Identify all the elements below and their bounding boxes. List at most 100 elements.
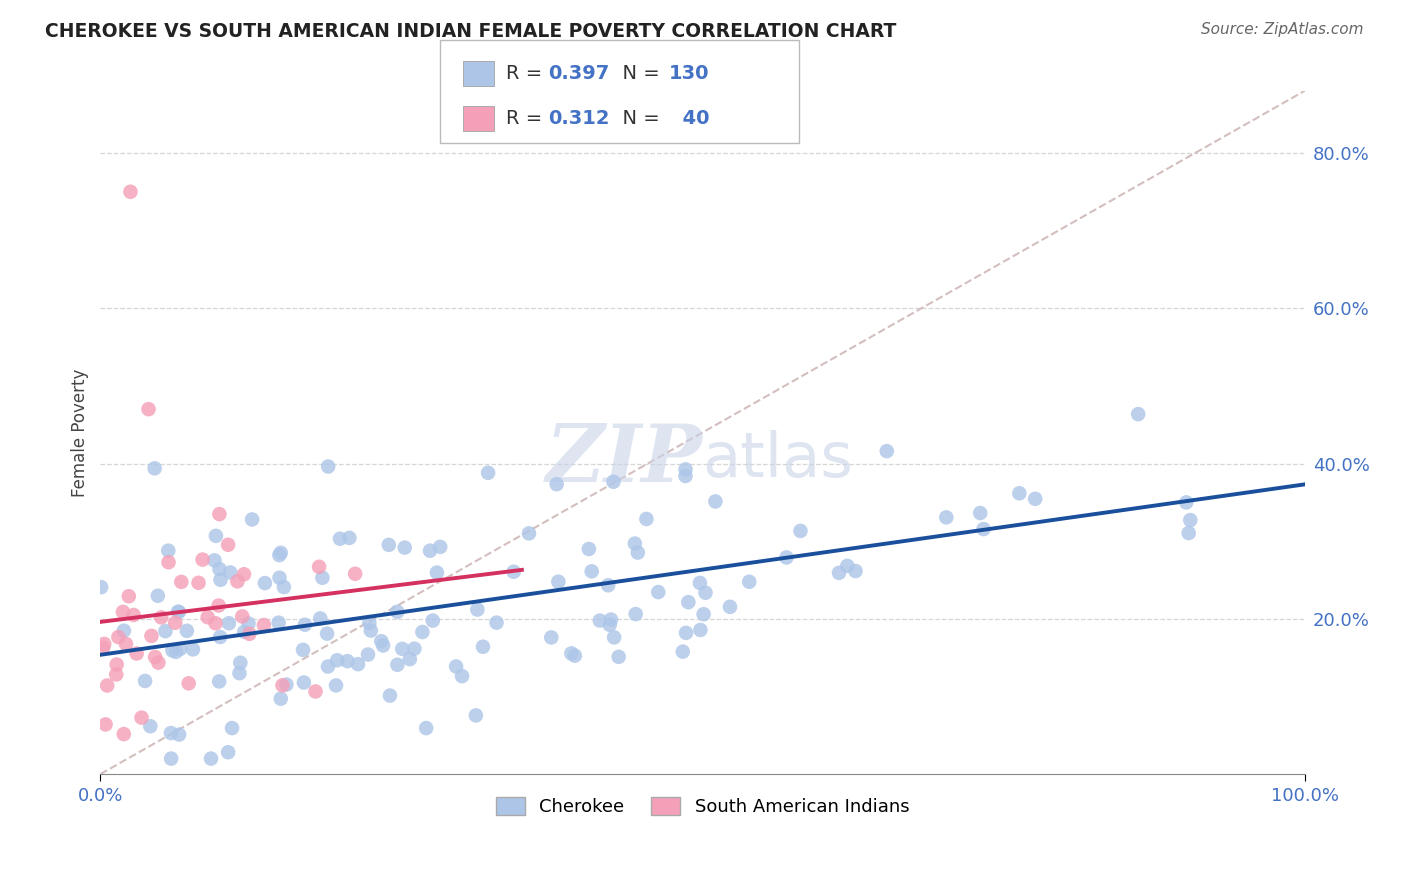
Point	[517, 526, 540, 541]
Point	[718, 599, 741, 614]
Point	[378, 689, 401, 703]
Point	[467, 602, 489, 616]
Point	[273, 580, 295, 594]
Point	[429, 540, 451, 554]
Point	[269, 548, 291, 562]
Point	[387, 657, 409, 672]
Point	[598, 578, 620, 592]
Point	[675, 625, 697, 640]
Point	[477, 466, 499, 480]
Point	[451, 669, 474, 683]
Point	[134, 673, 156, 688]
Point	[155, 624, 177, 639]
Point	[204, 553, 226, 567]
Point	[1177, 526, 1199, 541]
Text: 0.312: 0.312	[548, 109, 610, 128]
Point	[578, 541, 600, 556]
Point	[270, 546, 292, 560]
Point	[169, 641, 191, 656]
Point	[197, 610, 219, 624]
Point	[148, 656, 170, 670]
Point	[231, 609, 253, 624]
Text: 130: 130	[669, 63, 710, 83]
Point	[209, 630, 232, 644]
Text: R =: R =	[506, 63, 548, 83]
Point	[143, 461, 166, 475]
Point	[316, 626, 339, 640]
Point	[160, 726, 183, 740]
Point	[177, 676, 200, 690]
Point	[253, 576, 276, 591]
Point	[208, 562, 231, 576]
Point	[229, 656, 252, 670]
Point	[309, 611, 332, 625]
Point	[336, 654, 359, 668]
Point	[359, 616, 381, 631]
Point	[217, 745, 239, 759]
Point	[233, 567, 256, 582]
Text: N =: N =	[610, 109, 666, 128]
Point	[292, 643, 315, 657]
Point	[599, 617, 621, 632]
Point	[162, 643, 184, 657]
Point	[107, 630, 129, 644]
Point	[464, 708, 486, 723]
Point	[837, 558, 859, 573]
Point	[167, 727, 190, 741]
Point	[205, 529, 228, 543]
Point	[603, 631, 626, 645]
Text: atlas: atlas	[703, 430, 853, 490]
Point	[209, 573, 232, 587]
Point	[200, 751, 222, 765]
Point	[419, 543, 441, 558]
Point	[118, 589, 141, 603]
Point	[292, 675, 315, 690]
Point	[90, 580, 112, 594]
Point	[672, 645, 695, 659]
Point	[270, 691, 292, 706]
Point	[105, 667, 128, 681]
Point	[146, 589, 169, 603]
Point	[636, 512, 658, 526]
Point	[371, 639, 394, 653]
Point	[329, 532, 352, 546]
Point	[973, 522, 995, 536]
Point	[675, 462, 697, 476]
Point	[326, 653, 349, 667]
Point	[689, 575, 711, 590]
Point	[624, 536, 647, 550]
Point	[93, 637, 115, 651]
Point	[472, 640, 495, 654]
Text: CHEROKEE VS SOUTH AMERICAN INDIAN FEMALE POVERTY CORRELATION CHART: CHEROKEE VS SOUTH AMERICAN INDIAN FEMALE…	[45, 22, 897, 41]
Point	[602, 475, 624, 489]
Point	[394, 541, 416, 555]
Point	[308, 559, 330, 574]
Point	[391, 641, 413, 656]
Point	[775, 550, 797, 565]
Text: Source: ZipAtlas.com: Source: ZipAtlas.com	[1201, 22, 1364, 37]
Point	[233, 624, 256, 639]
Point	[112, 727, 135, 741]
Point	[91, 640, 114, 655]
Point	[378, 538, 401, 552]
Point	[238, 616, 260, 631]
Point	[228, 666, 250, 681]
Point	[276, 677, 298, 691]
Point	[204, 616, 226, 631]
Point	[689, 623, 711, 637]
Point	[600, 613, 623, 627]
Point	[150, 610, 173, 624]
Point	[325, 678, 347, 692]
Point	[411, 625, 433, 640]
Point	[131, 711, 153, 725]
Point	[139, 719, 162, 733]
Point	[115, 637, 138, 651]
Point	[94, 717, 117, 731]
Point	[360, 624, 382, 638]
Point	[738, 574, 761, 589]
Point	[167, 605, 190, 619]
Point	[187, 575, 209, 590]
Point	[370, 634, 392, 648]
Point	[208, 507, 231, 521]
Point	[96, 679, 118, 693]
